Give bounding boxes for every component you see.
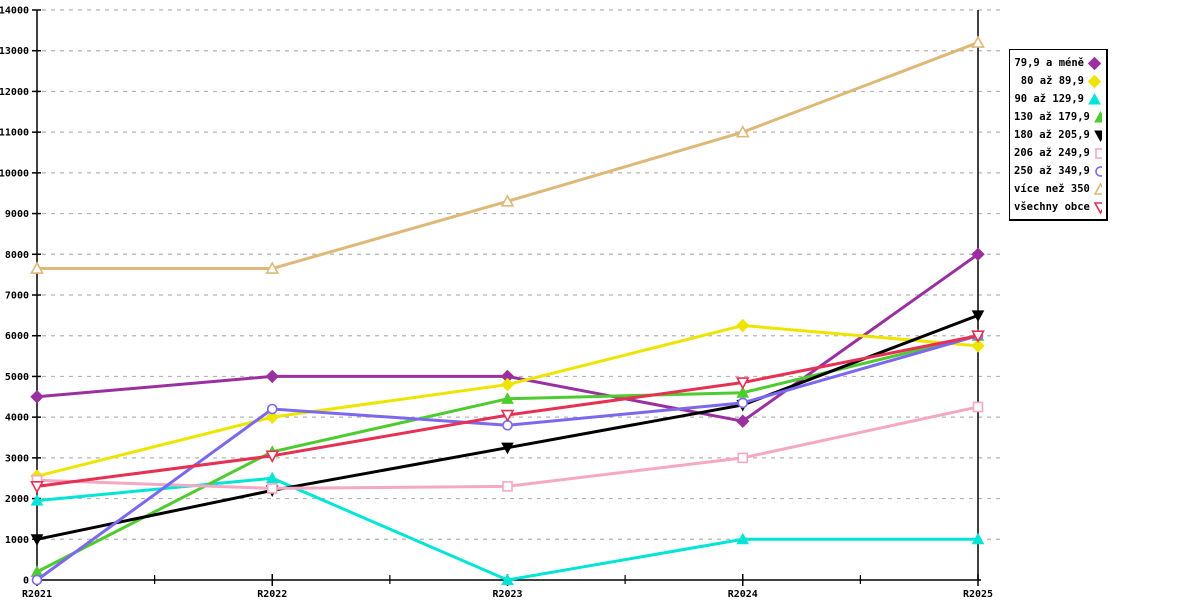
square-marker-icon (972, 401, 984, 413)
x-tick-label: R2024 (728, 589, 758, 600)
triangle-up-marker-icon (971, 35, 985, 48)
legend-item-2: 90 až 129,9 (1014, 90, 1102, 108)
triangle-down-marker-icon (30, 481, 44, 494)
series-5 (31, 401, 984, 494)
y-tick-label: 12000 (0, 87, 29, 98)
legend-marker (1088, 92, 1101, 104)
triangle-up-marker-icon (736, 532, 750, 545)
diamond-marker-icon (265, 369, 279, 384)
circle-marker-icon (31, 574, 43, 586)
legend-item-label: 90 až 129,9 (1014, 93, 1084, 105)
x-tick-label: R2022 (257, 589, 287, 600)
triangle-down-marker-icon (971, 330, 985, 343)
diamond-marker-icon (736, 318, 750, 333)
diamond-marker-icon (30, 390, 44, 404)
legend-item-label: 180 až 205,9 (1014, 129, 1090, 141)
diamond-marker-icon (1087, 74, 1102, 88)
triangle-down-marker-icon (501, 442, 514, 455)
triangle-down-marker-icon (500, 409, 515, 423)
series-7 (30, 35, 985, 274)
legend-marker (1095, 165, 1102, 177)
legend-item-label: všechny obce (1014, 201, 1090, 213)
triangle-up-marker-icon (501, 392, 514, 404)
legend-item-7: více než 350 (1014, 180, 1102, 198)
diamond-marker-icon (971, 247, 985, 261)
square-marker-icon (1095, 147, 1102, 159)
triangle-up-marker-icon (1094, 110, 1102, 122)
legend-item-5: 206 až 249,9 (1014, 144, 1102, 162)
legend-item-8: všechny obce (1014, 198, 1102, 216)
diamond-marker-icon (500, 377, 515, 392)
legend-marker (1087, 74, 1102, 88)
x-tick-label: R2025 (963, 589, 993, 600)
triangle-down-marker-icon (1093, 201, 1102, 215)
legend-item-0: 79,9 a méně (1014, 54, 1102, 72)
y-tick-label: 4000 (5, 413, 29, 424)
legend-marker (1087, 56, 1102, 70)
triangle-up-marker-icon (30, 494, 44, 506)
triangle-up-marker-icon (30, 261, 44, 274)
y-tick-label: 0 (23, 576, 29, 587)
square-marker-icon (266, 483, 278, 494)
legend-item-label: 130 až 179,9 (1014, 111, 1090, 123)
legend-item-label: 250 až 349,9 (1014, 165, 1090, 177)
triangle-up-marker-icon (735, 124, 750, 138)
legend-marker (1093, 181, 1102, 195)
circle-marker-icon (266, 403, 278, 415)
triangle-up-marker-icon (265, 471, 279, 484)
y-tick-label: 5000 (5, 372, 29, 383)
triangle-up-marker-icon (1093, 181, 1102, 195)
triangle-down-marker-icon (265, 450, 280, 463)
triangle-up-marker-icon (971, 532, 985, 545)
legend-item-label: 79,9 a méně (1014, 57, 1084, 69)
y-tick-label: 13000 (0, 46, 29, 57)
diamond-marker-icon (736, 414, 750, 428)
triangle-up-marker-icon (1088, 92, 1101, 104)
diamond-marker-icon (971, 339, 985, 353)
square-marker-icon (502, 481, 513, 492)
legend: 79,9 a méně 80 až 89,9 90 až 129,9 130 až 1… (1009, 49, 1108, 221)
triangle-up-marker-icon (501, 573, 514, 585)
circle-marker-icon (1095, 165, 1102, 177)
x-tick-label: R2021 (22, 589, 52, 600)
legend-marker (1094, 130, 1102, 142)
legend-item-label: 80 až 89,9 (1020, 75, 1084, 87)
square-marker-icon (737, 452, 749, 464)
y-tick-label: 6000 (5, 331, 29, 342)
triangle-up-marker-icon (265, 261, 280, 274)
triangle-up-marker-icon (500, 194, 515, 207)
legend-item-3: 130 až 179,9 (1014, 108, 1102, 126)
legend-marker (1094, 110, 1102, 122)
legend-item-4: 180 až 205,9 (1014, 126, 1102, 144)
y-tick-label: 10000 (0, 168, 29, 179)
y-tick-label: 11000 (0, 128, 29, 139)
diamond-marker-icon (1087, 56, 1102, 70)
y-tick-label: 9000 (5, 209, 29, 220)
legend-item-label: více než 350 (1014, 183, 1090, 195)
triangle-down-marker-icon (30, 534, 44, 546)
legend-marker (1095, 147, 1102, 159)
triangle-down-marker-icon (735, 377, 750, 390)
triangle-down-marker-icon (1094, 130, 1102, 142)
y-tick-label: 8000 (5, 250, 29, 261)
y-tick-label: 2000 (5, 494, 29, 505)
y-tick-label: 14000 (0, 6, 29, 17)
legend-marker (1093, 201, 1102, 215)
triangle-down-marker-icon (971, 310, 985, 322)
triangle-up-marker-icon (736, 386, 750, 398)
legend-item-6: 250 až 349,9 (1014, 162, 1102, 180)
y-tick-label: 1000 (5, 535, 29, 546)
legend-item-label: 206 až 249,9 (1014, 147, 1090, 159)
series-8 (30, 330, 985, 494)
y-tick-label: 7000 (5, 291, 29, 302)
circle-marker-icon (737, 397, 749, 409)
legend-item-1: 80 až 89,9 (1014, 72, 1102, 90)
x-tick-label: R2023 (492, 589, 522, 600)
diamond-marker-icon (265, 410, 279, 424)
series-4 (30, 310, 985, 546)
y-tick-label: 3000 (5, 453, 29, 464)
